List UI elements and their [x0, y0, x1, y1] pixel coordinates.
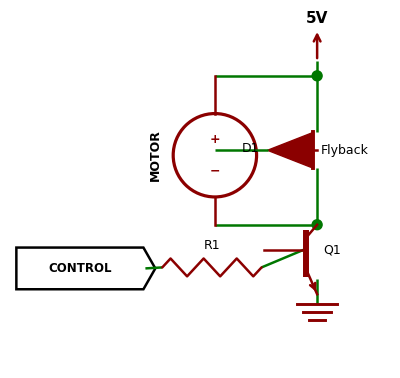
- Text: 5V: 5V: [306, 11, 328, 26]
- Text: D1: D1: [242, 142, 260, 155]
- Text: MOTOR: MOTOR: [149, 129, 162, 181]
- Text: Flyback: Flyback: [321, 144, 369, 157]
- Circle shape: [312, 71, 322, 81]
- Text: Q1: Q1: [323, 243, 341, 256]
- Text: R1: R1: [204, 239, 220, 251]
- Text: +: +: [210, 133, 220, 146]
- Text: CONTROL: CONTROL: [48, 262, 112, 275]
- Circle shape: [312, 220, 322, 230]
- Polygon shape: [268, 132, 313, 168]
- Text: −: −: [210, 165, 220, 178]
